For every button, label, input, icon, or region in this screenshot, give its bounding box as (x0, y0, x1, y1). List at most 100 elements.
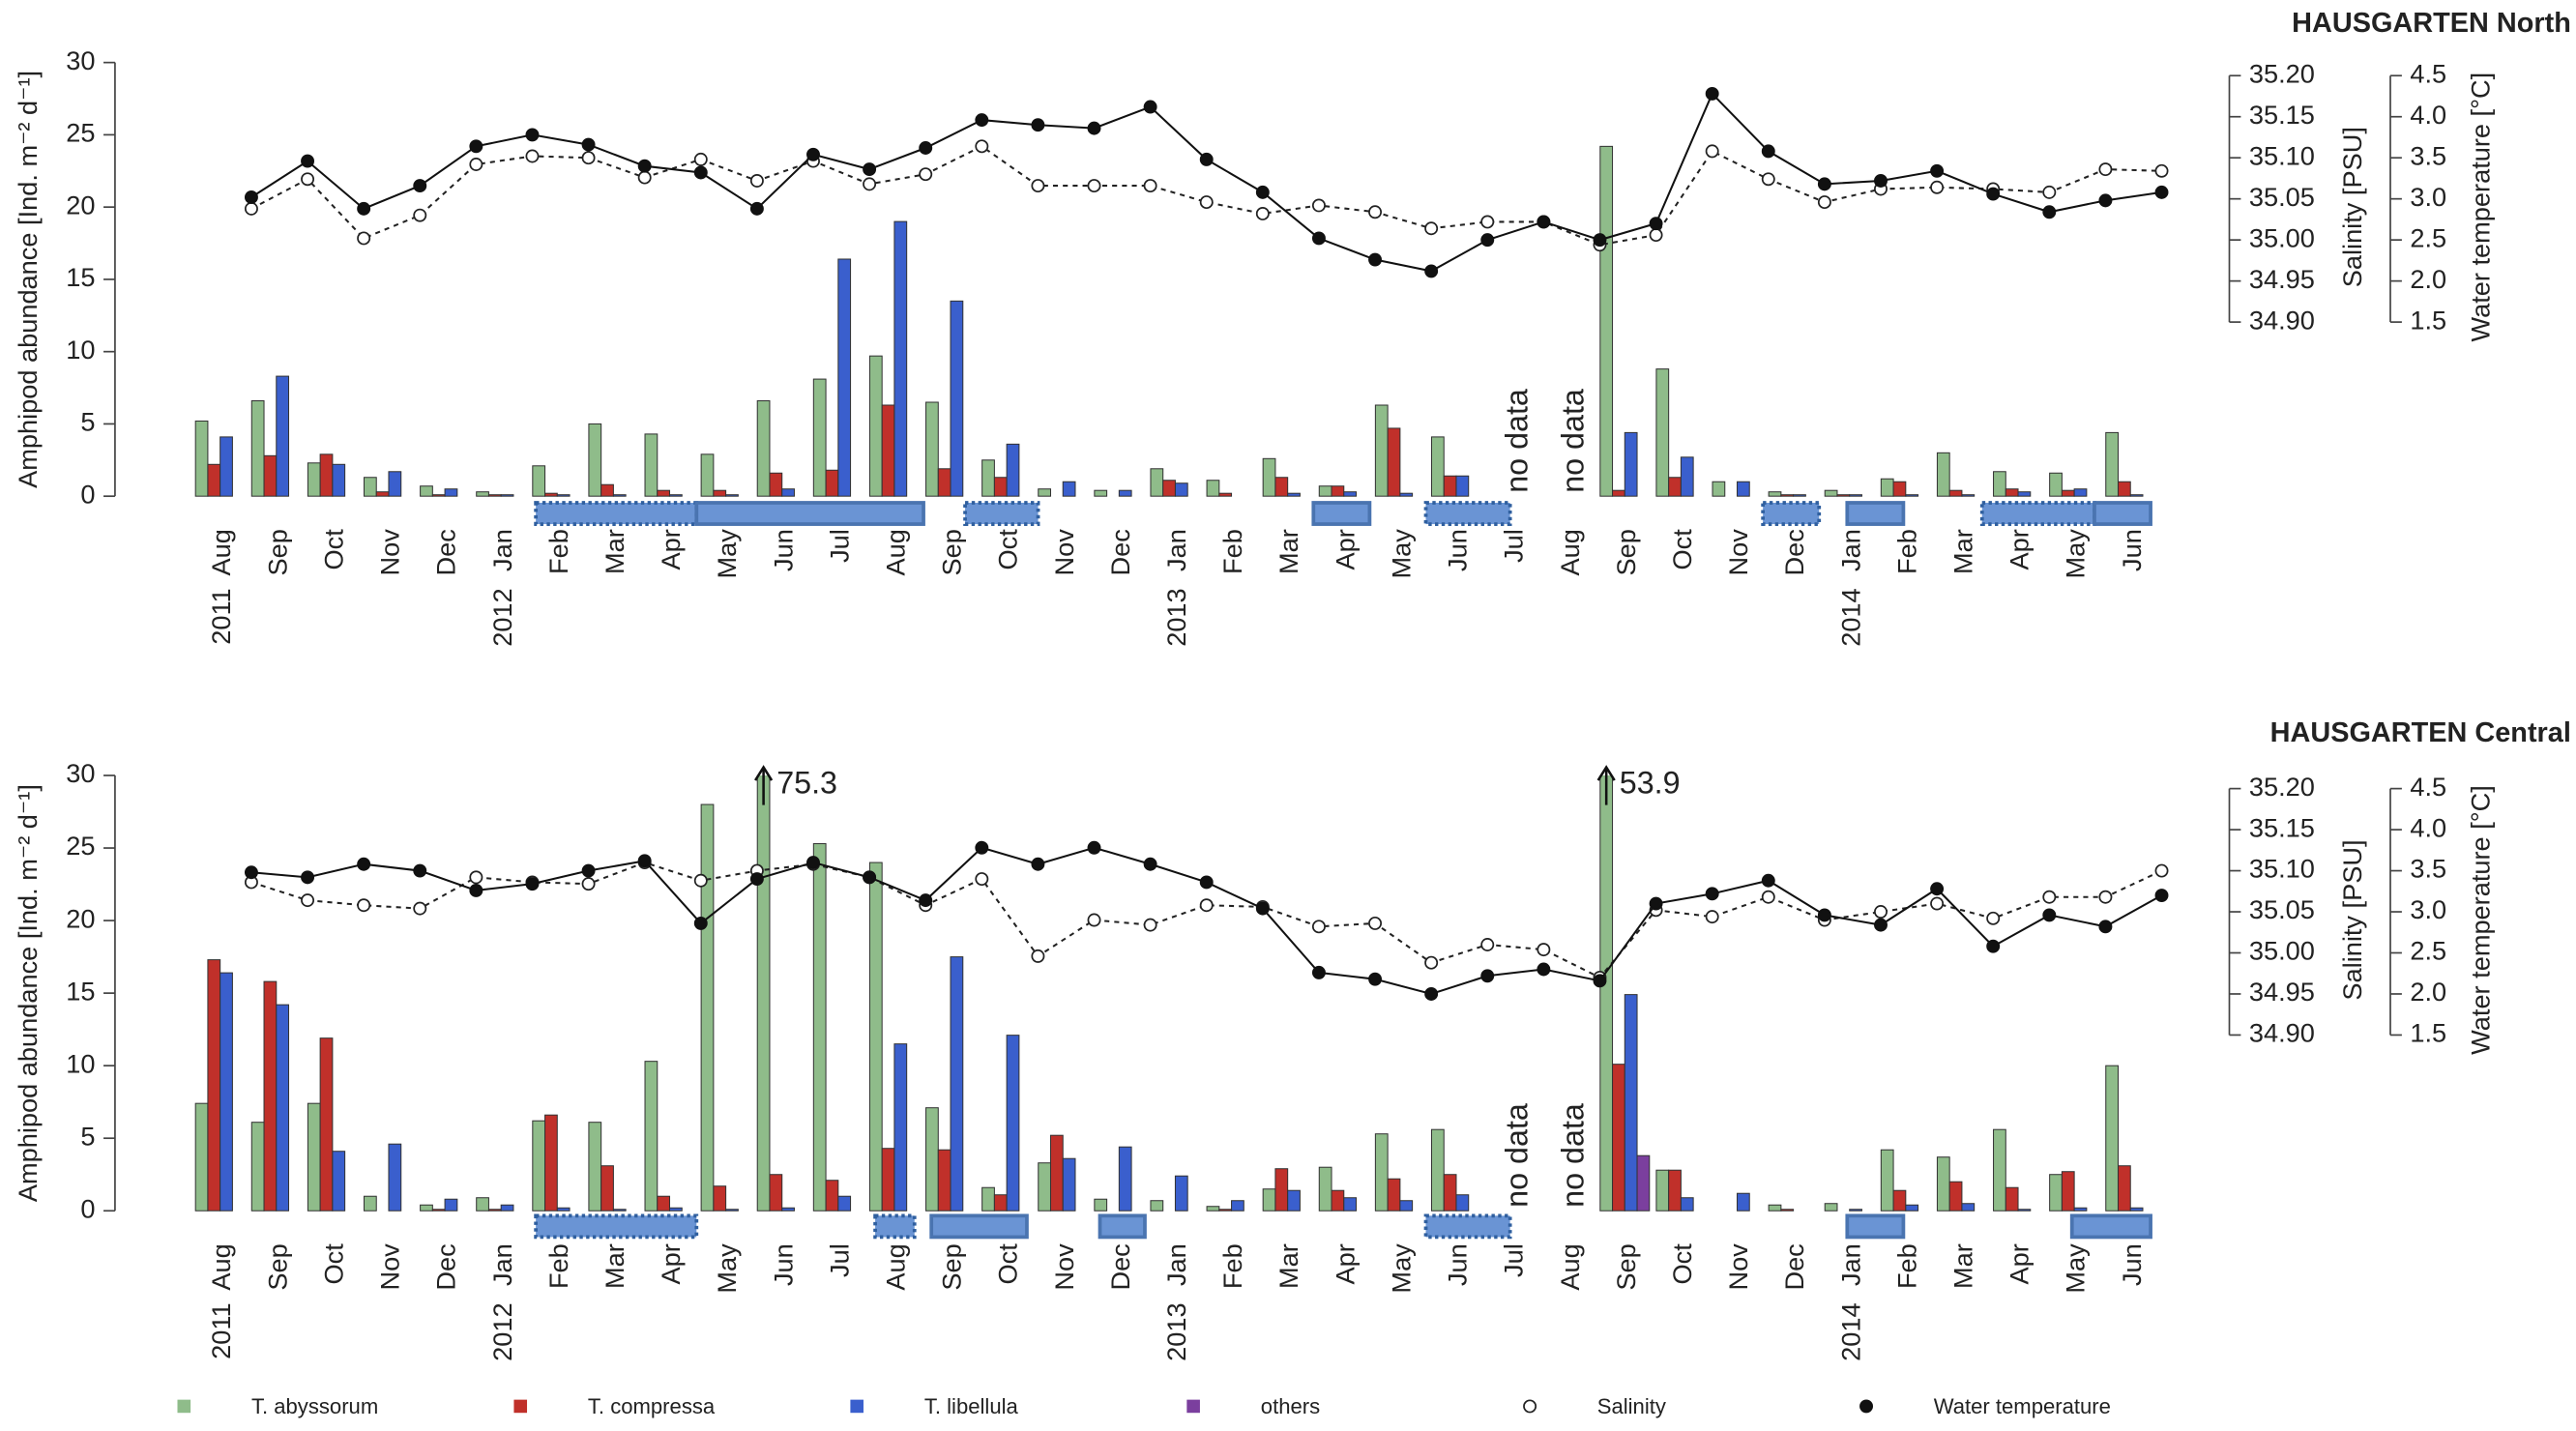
bar (993, 477, 1008, 497)
bar (1062, 1157, 1076, 1212)
bar (1062, 481, 1076, 497)
x-tick-label: May (1386, 529, 1416, 579)
bar (725, 1209, 739, 1212)
bar (207, 463, 221, 497)
point (525, 149, 540, 163)
bar (1961, 494, 1976, 497)
bar (1318, 485, 1332, 497)
y2-tick-label: 35.05 (2249, 894, 2315, 924)
x-tick-label: Feb (1217, 1243, 1247, 1289)
y2-tick-label: 35.20 (2249, 58, 2315, 88)
point (1199, 898, 1214, 913)
point (1537, 215, 1551, 229)
bar (2049, 472, 2063, 497)
point (1424, 264, 1439, 278)
point (975, 139, 989, 154)
bar (893, 220, 908, 497)
bar (1443, 475, 1457, 497)
point (469, 883, 483, 897)
bar (2129, 1207, 2144, 1212)
bar (556, 494, 571, 497)
bar (1231, 1200, 1244, 1212)
bar (2061, 1171, 2075, 1212)
bar (781, 488, 795, 497)
bar (532, 465, 546, 497)
y-tick-label: 0 (80, 1193, 95, 1223)
point (693, 916, 708, 930)
bar (1668, 477, 1682, 497)
point (1930, 882, 1945, 896)
bar (937, 468, 951, 497)
line (250, 145, 2162, 247)
bar (2117, 1165, 2131, 1212)
bar (1880, 478, 1894, 497)
bar (1118, 489, 1132, 497)
bar (1262, 1188, 1276, 1212)
point (1593, 974, 1607, 988)
bar (1849, 494, 1862, 497)
y2-tick-label: 35.15 (2249, 100, 2315, 130)
y2-tick-label: 35.10 (2249, 140, 2315, 170)
point (2154, 863, 2169, 878)
point (1930, 896, 1945, 911)
point (301, 154, 315, 168)
x-tick-label: Jan (487, 529, 517, 571)
x-tick-label: Feb (1891, 1243, 1921, 1289)
bar (1736, 1192, 1750, 1212)
x-tick-label: Sep (1611, 1243, 1641, 1290)
period-box (1845, 501, 1906, 526)
bar (600, 483, 614, 497)
point (693, 152, 708, 166)
bar (1387, 427, 1401, 497)
point (1143, 179, 1157, 193)
point (1368, 972, 1383, 986)
x-tick-label: Apr (2005, 1243, 2034, 1284)
x-tick-label: Jun (1443, 529, 1473, 571)
x-tick-label: Dec (1779, 1243, 1809, 1290)
bar (1636, 1154, 1651, 1212)
x-tick-label: Mar (1273, 1243, 1303, 1289)
period-box (1098, 1213, 1147, 1240)
bar (420, 485, 433, 497)
bar (1274, 1168, 1289, 1212)
bar (668, 494, 683, 497)
bar-group (194, 145, 2144, 497)
bar (1993, 1128, 2006, 1212)
x-tick-label: Nov (1723, 529, 1753, 576)
bar (1824, 1203, 1838, 1212)
point (1817, 908, 1831, 922)
bar (431, 1209, 446, 1212)
point (357, 898, 371, 913)
bar (893, 1043, 908, 1212)
bar (588, 1122, 602, 1212)
bar (2073, 1207, 2088, 1212)
point (1649, 217, 1663, 231)
bar (1824, 489, 1838, 497)
bar (1793, 494, 1806, 497)
y2-axis-title: Salinity [PSU] (2337, 839, 2367, 1000)
bar (657, 489, 671, 497)
x-tick-label: Aug (206, 529, 236, 575)
no-data-label: no data (1499, 1103, 1534, 1208)
y3-tick-label: 4.0 (2410, 100, 2446, 130)
y-tick-label: 20 (66, 903, 95, 933)
bar (925, 1107, 939, 1212)
point (581, 877, 596, 891)
y-tick-label: 5 (80, 407, 95, 437)
bar (1599, 145, 1614, 497)
point (1649, 228, 1663, 243)
point (1930, 180, 1945, 194)
x-tick-label: Aug (881, 1243, 911, 1290)
x-tick-label: Aug (1555, 529, 1585, 575)
bar (1287, 1189, 1301, 1212)
x-tick-label: Mar (1948, 1243, 1978, 1289)
x-tick-label: Oct (993, 529, 1023, 570)
point (357, 201, 371, 216)
point (863, 870, 877, 885)
x-tick-label: Apr (1330, 1243, 1360, 1284)
point (2098, 890, 2113, 904)
bar (487, 494, 502, 497)
point (581, 137, 596, 152)
bar (1768, 1204, 1782, 1212)
point (1424, 221, 1439, 236)
